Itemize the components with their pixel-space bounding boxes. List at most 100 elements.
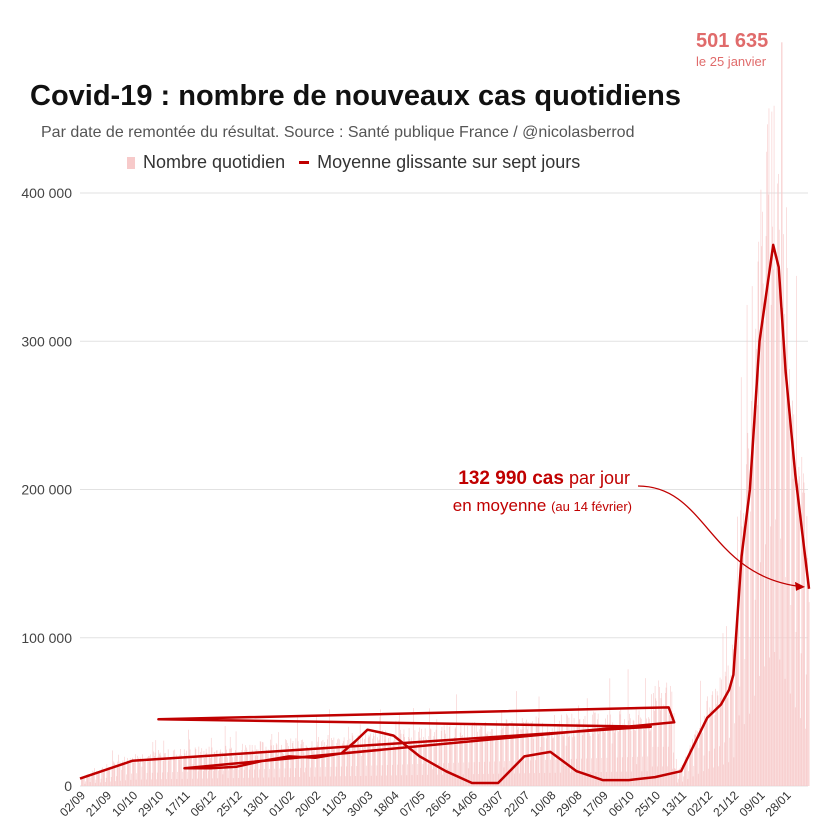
daily-bar [495, 738, 497, 786]
daily-bar [386, 765, 388, 786]
daily-bar [692, 738, 693, 786]
daily-bar [713, 748, 715, 786]
daily-bar [210, 758, 211, 786]
daily-bar [113, 761, 114, 786]
daily-bar [449, 722, 451, 786]
daily-bar [113, 762, 115, 786]
chart-legend: Nombre quotidien Moyenne glissante sur s… [127, 152, 580, 173]
x-tick-label: 07/05 [397, 788, 428, 819]
daily-bar [756, 405, 758, 786]
daily-bar [762, 283, 764, 786]
daily-bar [175, 759, 176, 786]
x-tick-label: 14/06 [449, 788, 480, 819]
daily-bar [273, 777, 275, 786]
daily-bar [104, 771, 105, 786]
daily-bar [471, 725, 473, 786]
daily-bar [398, 720, 400, 786]
daily-bar [301, 740, 303, 786]
daily-bar [110, 781, 111, 786]
daily-bar [175, 754, 177, 786]
daily-bar [210, 737, 212, 786]
daily-bar [732, 649, 734, 786]
daily-bar [678, 768, 680, 786]
daily-bar [320, 767, 322, 786]
daily-bar [546, 731, 548, 786]
daily-bar [267, 753, 268, 786]
daily-bar [346, 743, 348, 786]
daily-bar [461, 736, 462, 786]
x-tick-label: 29/10 [135, 788, 166, 819]
daily-bar [262, 741, 263, 786]
daily-bar [417, 764, 419, 786]
daily-bar [440, 730, 442, 786]
daily-bar [668, 706, 670, 786]
daily-bar [259, 741, 261, 786]
daily-bar [120, 780, 122, 786]
daily-bar [540, 746, 541, 786]
daily-bar [435, 729, 437, 786]
daily-bar [694, 734, 695, 786]
daily-bar [640, 717, 641, 786]
daily-bar [773, 105, 775, 786]
daily-bar [167, 772, 168, 786]
daily-bar [765, 236, 767, 787]
daily-bar [737, 516, 738, 786]
daily-bar [252, 750, 254, 786]
x-tick-label: 03/07 [475, 788, 506, 819]
daily-bar [391, 764, 393, 786]
daily-bar [127, 762, 129, 786]
y-tick-label: 400 000 [21, 185, 72, 201]
daily-bar [726, 626, 727, 786]
daily-bar [597, 713, 599, 786]
daily-bar [618, 731, 619, 786]
daily-bar [425, 743, 427, 786]
daily-bar [283, 753, 284, 786]
daily-bar [353, 742, 354, 786]
daily-bar [451, 742, 452, 786]
daily-bar [549, 772, 551, 786]
daily-bar [335, 776, 336, 786]
daily-bar [563, 734, 565, 786]
daily-bar [591, 758, 592, 786]
daily-bar [720, 698, 722, 786]
daily-bar [259, 769, 260, 786]
daily-bar [674, 768, 676, 786]
daily-bar [567, 715, 568, 786]
daily-bar [376, 765, 378, 786]
daily-bar [738, 617, 739, 786]
daily-bar [508, 773, 510, 786]
daily-bar [523, 721, 524, 786]
daily-bar [774, 651, 776, 786]
daily-bar [371, 765, 373, 786]
daily-bar [771, 111, 773, 787]
daily-bar [783, 313, 785, 786]
daily-bar [240, 752, 242, 786]
daily-bar [478, 762, 480, 786]
daily-bar [526, 719, 527, 786]
daily-bar [309, 776, 311, 786]
daily-bar [403, 729, 405, 786]
daily-bar [327, 739, 328, 786]
daily-bar [164, 753, 165, 786]
daily-bar [677, 782, 679, 786]
x-tick-label: 25/12 [214, 788, 245, 819]
daily-bar [808, 602, 810, 786]
daily-bar [735, 639, 737, 786]
daily-bar [424, 741, 425, 786]
daily-bar [367, 737, 369, 786]
daily-bar [752, 456, 754, 786]
daily-bar [163, 740, 165, 786]
daily-bar [158, 749, 159, 786]
daily-bar [475, 723, 477, 786]
average-annotation-line1: 132 990 cas par jour [458, 468, 630, 490]
daily-bar [154, 752, 156, 786]
daily-bar [419, 737, 421, 786]
daily-bar [554, 714, 555, 786]
daily-bar [81, 777, 82, 786]
daily-bar [566, 713, 568, 786]
daily-bar [654, 685, 656, 786]
daily-bar [614, 730, 616, 786]
daily-bar [408, 728, 410, 786]
daily-bar [246, 749, 248, 786]
daily-bar [731, 684, 733, 786]
